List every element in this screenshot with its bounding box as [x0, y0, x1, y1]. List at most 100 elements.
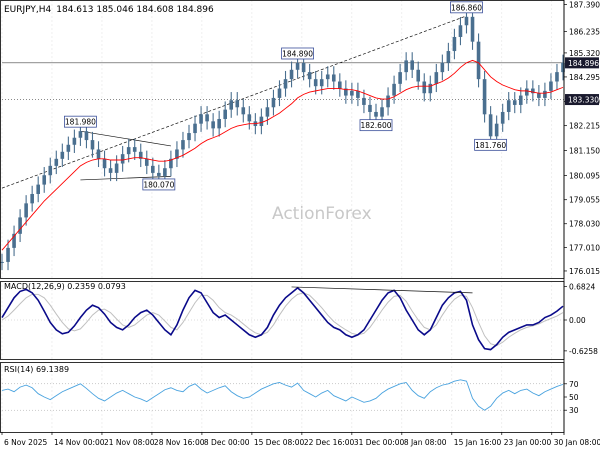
- time-tick-label: 30 Jan 08:00: [554, 438, 600, 447]
- price-tick-label: 186.235: [569, 27, 600, 36]
- price-bar-body: [151, 165, 155, 173]
- macd-tick-label: -0.6258: [569, 347, 598, 356]
- rsi-label: RSI(14) 69.1389: [4, 365, 69, 374]
- price-bar-body: [229, 100, 234, 110]
- price-tag: 183.330: [568, 96, 599, 105]
- time-tick-label: 28 Nov 16:00: [154, 438, 205, 447]
- price-bar-body: [464, 16, 469, 26]
- price-bar-body: [114, 163, 119, 173]
- triangle-line: [80, 130, 171, 147]
- rsi-tick-label: 50: [569, 393, 579, 402]
- price-tick-label: 177.010: [569, 244, 600, 253]
- price-bar-body: [96, 149, 101, 159]
- rsi-line: [1, 379, 564, 411]
- price-tick-label: 185.320: [569, 49, 600, 58]
- price-bar-body: [531, 88, 535, 94]
- price-bar-body: [476, 41, 481, 80]
- price-bar-body: [193, 123, 197, 134]
- price-bar-body: [313, 79, 318, 87]
- time-tick-label: 8 Dec 00:00: [204, 438, 250, 447]
- price-bar-body: [181, 140, 185, 150]
- price-bar-body: [6, 247, 10, 262]
- price-bar-body: [259, 116, 264, 127]
- price-bar-body: [500, 111, 505, 124]
- swing-label: 181.760: [475, 141, 506, 150]
- swing-label: 180.070: [143, 180, 174, 189]
- swing-label-box: [359, 119, 393, 132]
- price-bar-body: [42, 175, 47, 185]
- price-bar-body: [30, 193, 34, 204]
- price-bar-body: [452, 36, 457, 52]
- price-bar-body: [458, 25, 463, 37]
- swing-label-box: [142, 178, 176, 191]
- price-bar-body: [163, 168, 167, 176]
- price-bar-body: [247, 114, 252, 122]
- price-bar-body: [319, 79, 324, 87]
- time-tick-label: 8 Jan 08:00: [404, 438, 447, 447]
- price-bar-body: [48, 165, 53, 176]
- rsi-plot: [1, 379, 564, 411]
- price-bar-body: [54, 158, 59, 166]
- rsi-axis: 70 50 30: [564, 380, 579, 415]
- time-axis: 6 Nov 2025 14 Nov 00:00 21 Nov 08:00 28 Nov…: [1, 432, 600, 447]
- price-bar-body: [199, 114, 203, 124]
- swing-label-box: [281, 47, 314, 60]
- time-tick-label: 21 Nov 08:00: [104, 438, 155, 447]
- rsi-tick-label: 30: [569, 406, 579, 415]
- macd-tick-label: 0.00: [569, 316, 586, 325]
- watermark: ActionForex: [272, 204, 372, 224]
- price-tag-box: [565, 57, 599, 69]
- time-tick-label: 31 Dec 00:00: [354, 438, 405, 447]
- price-bar-body: [350, 90, 354, 96]
- price-bar-body: [518, 95, 523, 105]
- price-bar-body: [241, 107, 246, 115]
- panel-frames: [0, 0, 565, 435]
- price-bar-body: [428, 83, 433, 94]
- price-bar-body: [494, 123, 499, 137]
- time-tick-label: 22 Dec 16:00: [304, 438, 355, 447]
- macd-tick-label: 0.6824: [569, 282, 595, 291]
- price-bar-body: [283, 79, 288, 89]
- price-bar-body: [338, 81, 342, 89]
- price-bar-body: [404, 60, 408, 73]
- swing-label-box: [450, 1, 483, 14]
- price-bar-body: [446, 51, 451, 63]
- price-bar-body: [36, 184, 40, 194]
- price-bar-body: [386, 95, 390, 108]
- price-bar-body: [289, 69, 294, 80]
- symbol-header: EURJPY,H4 184.613 185.046 184.608 184.896: [4, 5, 214, 15]
- price-bar-body: [331, 74, 336, 82]
- price-bar-body: [506, 100, 511, 112]
- price-bar-body: [392, 83, 396, 96]
- triangle-line: [80, 176, 171, 181]
- macd-plot: [1, 286, 564, 351]
- time-tick-label: 15 Dec 08:00: [254, 438, 305, 447]
- price-labels: 181.980 180.070 184.890 182.600 186.860 181.7…: [64, 1, 599, 191]
- price-tick-label: 187.390: [569, 0, 600, 9]
- price-tick-label: 178.030: [569, 220, 600, 229]
- price-bar-body: [368, 104, 372, 112]
- price-bar-body: [543, 90, 547, 98]
- price-bar-body: [277, 88, 282, 98]
- price-bar-body: [380, 107, 384, 117]
- price-bar-body: [84, 131, 89, 141]
- price-bar-body: [120, 154, 125, 164]
- price-bar-body: [488, 114, 493, 137]
- price-bar-body: [169, 158, 173, 169]
- price-tick-label: 184.295: [569, 73, 600, 82]
- price-bar-body: [295, 62, 300, 70]
- price-bar-body: [24, 203, 28, 218]
- swing-label-box: [64, 115, 97, 128]
- price-bar-body: [482, 79, 487, 115]
- price-bar-body: [78, 131, 83, 138]
- macd-label: MACD(12,26,9) 0.2359 0.0793: [4, 282, 126, 291]
- price-bar-body: [537, 93, 541, 98]
- time-tick-label: 6 Nov 2025: [4, 438, 47, 447]
- price-bar-body: [525, 88, 529, 96]
- price-bar-body: [0, 261, 4, 263]
- swing-label: 181.980: [65, 118, 96, 127]
- price-bar-body: [434, 72, 439, 84]
- price-bar-body: [422, 81, 427, 94]
- price-bar-body: [265, 107, 270, 117]
